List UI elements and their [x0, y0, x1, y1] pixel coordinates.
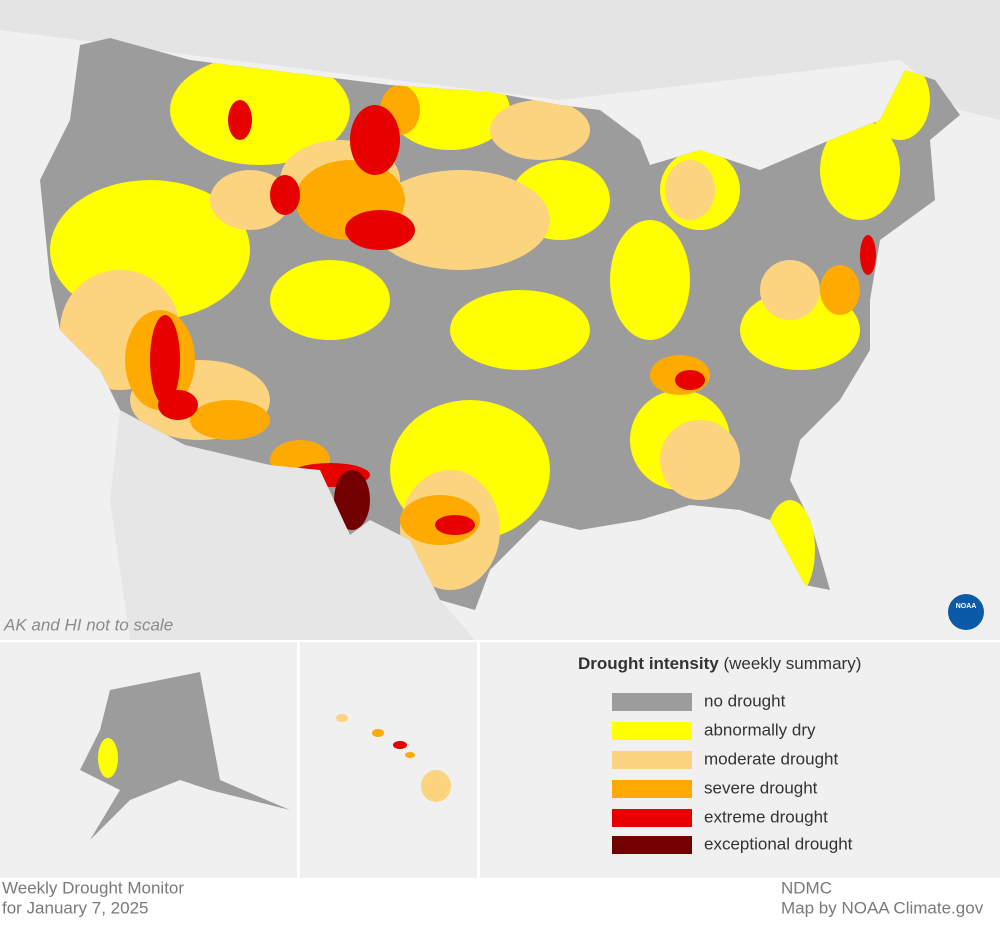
legend-label: moderate drought	[704, 749, 838, 768]
legend-panel	[480, 642, 1000, 878]
legend-label: abnormally dry	[704, 720, 816, 739]
island	[405, 752, 415, 758]
legend-swatch	[612, 836, 692, 854]
area	[435, 515, 475, 535]
moderate-drought-areas	[60, 100, 820, 590]
extreme-drought-areas	[150, 100, 876, 535]
island	[336, 714, 348, 722]
alaska-dry-area	[98, 738, 118, 778]
area	[270, 175, 300, 215]
area	[860, 235, 876, 275]
island	[372, 729, 384, 737]
legend-label: no drought	[704, 691, 786, 710]
exceptional-drought-area	[334, 470, 370, 530]
island	[393, 741, 407, 749]
legend-swatch	[612, 722, 692, 740]
legend-swatch	[612, 780, 692, 798]
alaska	[80, 672, 290, 840]
legend-items: no drought abnormally dry moderate drought…	[612, 691, 853, 854]
legend-label: exceptional drought	[704, 834, 853, 853]
scale-note: AK and HI not to scale	[3, 615, 173, 634]
area	[490, 100, 590, 160]
area	[450, 290, 590, 370]
legend-swatch	[612, 693, 692, 711]
area	[210, 170, 290, 230]
footer-source: NDMC	[781, 878, 832, 897]
area	[190, 400, 270, 440]
legend-heading: Drought intensity (weekly summary)	[578, 654, 861, 673]
canada	[0, 0, 1000, 120]
legend-label: severe drought	[704, 778, 818, 797]
area	[270, 260, 390, 340]
area	[350, 105, 400, 175]
area	[345, 210, 415, 250]
noaa-logo	[948, 594, 984, 630]
area	[370, 170, 550, 270]
legend-label: extreme drought	[704, 807, 828, 826]
area	[170, 55, 350, 165]
area	[665, 160, 715, 220]
logo-text: NOAA	[956, 603, 977, 610]
hawaii-panel	[300, 642, 477, 878]
footer-date: for January 7, 2025	[2, 898, 148, 917]
area	[820, 120, 900, 220]
area	[675, 370, 705, 390]
area	[158, 390, 198, 420]
area	[820, 265, 860, 315]
legend-subtitle: (weekly summary)	[723, 654, 861, 673]
abnormally-dry-areas	[50, 55, 930, 600]
area	[760, 260, 820, 320]
area	[228, 100, 252, 140]
mexico	[110, 410, 475, 640]
area	[610, 220, 690, 340]
area	[660, 420, 740, 500]
footer-credit: Map by NOAA Climate.gov	[781, 898, 984, 917]
island	[421, 770, 451, 802]
legend-swatch	[612, 809, 692, 827]
legend-title: Drought intensity	[578, 654, 719, 673]
footer-title: Weekly Drought Monitor	[2, 878, 184, 897]
area	[150, 315, 180, 405]
legend-swatch	[612, 751, 692, 769]
